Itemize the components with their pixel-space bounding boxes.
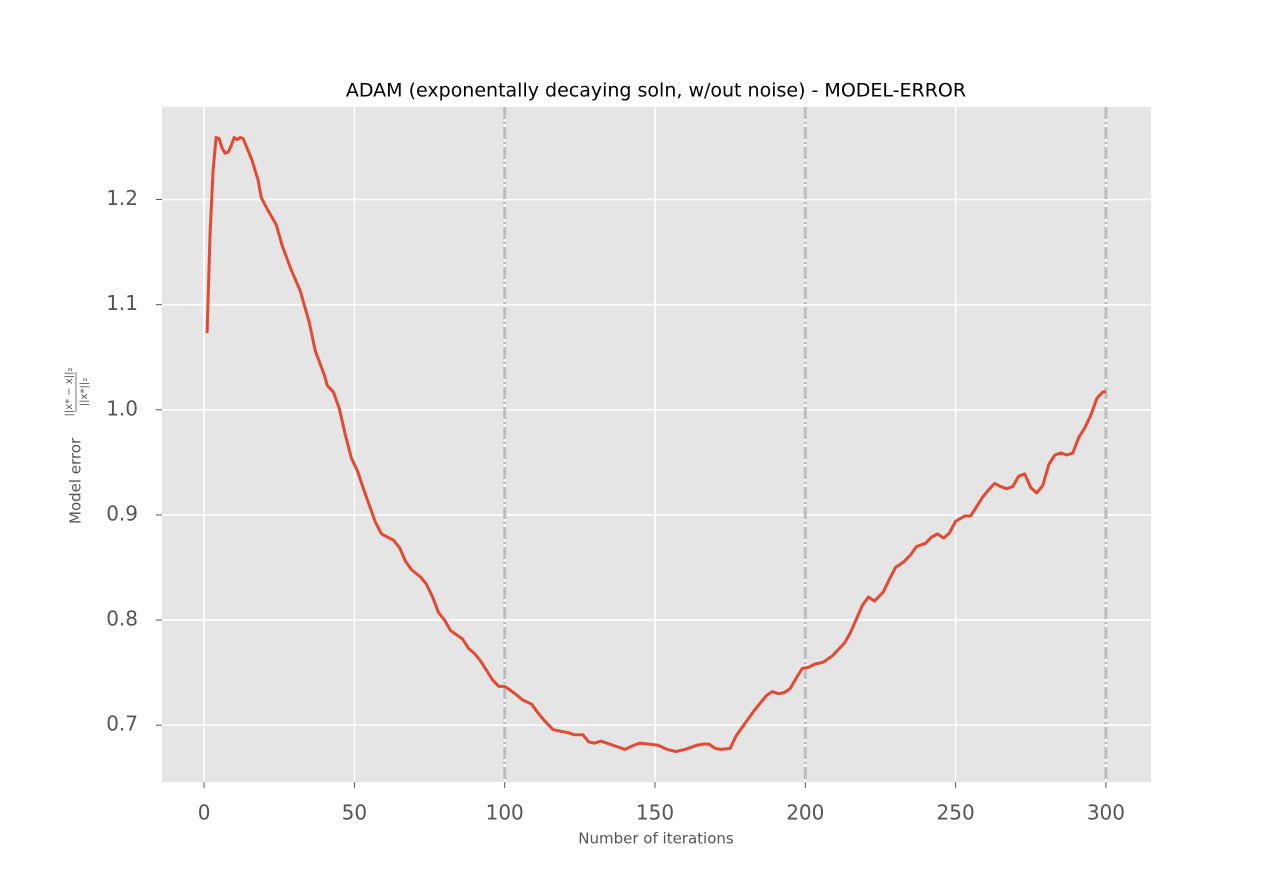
x-tick-label: 50 <box>342 801 367 825</box>
x-tick-label: 0 <box>198 801 211 825</box>
y-label-denominator: ||x*||₂ <box>79 378 90 406</box>
x-axis-label: Number of iterations <box>578 830 734 848</box>
y-tick-label: 0.9 <box>106 501 138 525</box>
y-tick-label: 0.7 <box>106 712 138 736</box>
y-axis-label: Model error ||x* − x||₂ ||x*||₂ <box>64 367 90 524</box>
y-tick-label: 1.0 <box>106 396 138 420</box>
y-tick-label: 1.2 <box>106 186 138 210</box>
data-line <box>205 135 1106 754</box>
y-axis-label-text: Model error <box>67 437 85 524</box>
x-tick-label: 300 <box>1087 801 1125 825</box>
y-label-numerator: ||x* − x||₂ <box>64 367 75 416</box>
x-tick-label: 200 <box>786 801 824 825</box>
x-tick-label: 250 <box>937 801 975 825</box>
y-tick-label: 0.8 <box>106 607 138 631</box>
y-tick-label: 1.1 <box>106 291 138 315</box>
chart-title: ADAM (exponentally decaying soln, w/out … <box>346 80 966 102</box>
x-tick-label: 150 <box>636 801 674 825</box>
plot-area <box>162 107 1151 782</box>
x-tick-label: 100 <box>486 801 524 825</box>
